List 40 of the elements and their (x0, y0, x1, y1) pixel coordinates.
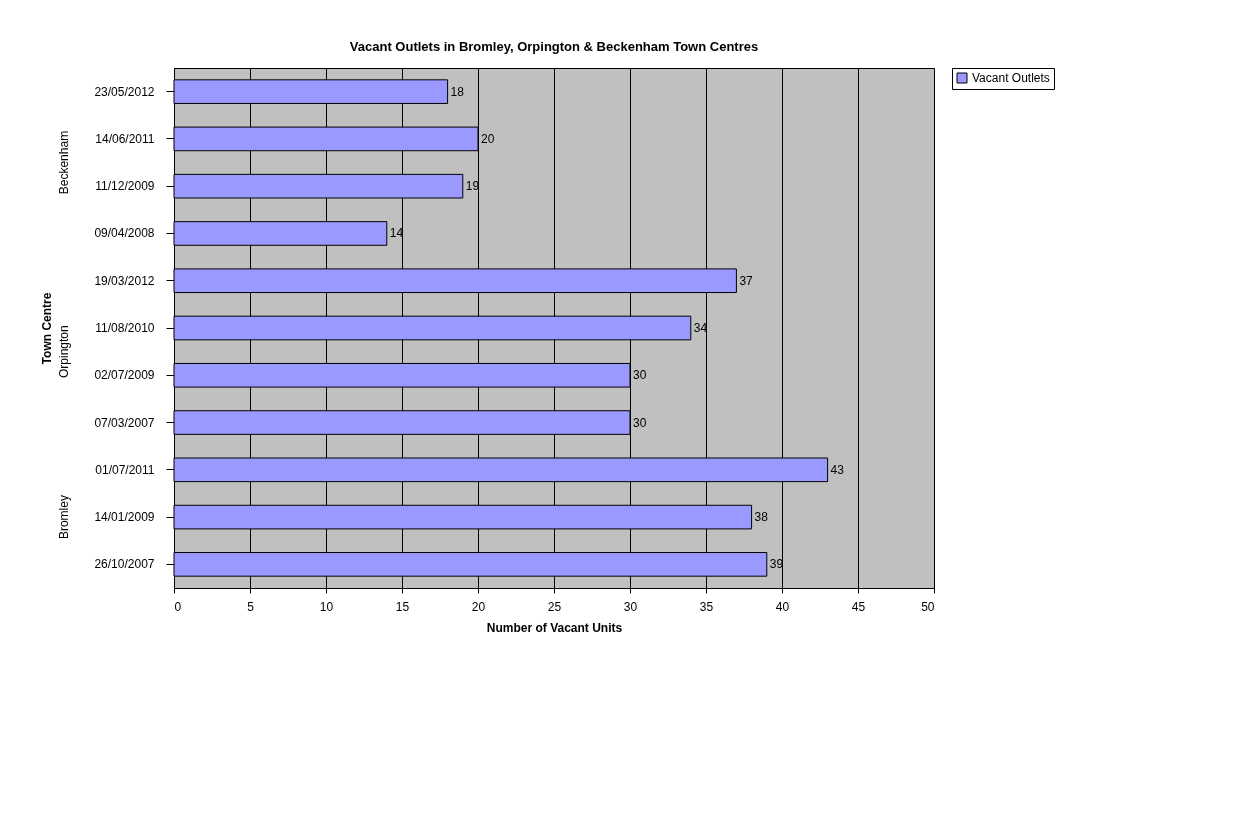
x-tick-label: 45 (851, 599, 866, 614)
x-tick-label: 20 (471, 599, 486, 614)
x-tick-label: 15 (395, 599, 410, 614)
data-label: 14 (389, 226, 404, 241)
y-tick-label: 02/07/2009 (94, 368, 155, 383)
chart-title: Vacant Outlets in Bromley, Orpington & Beckenham Town Centres (349, 38, 759, 54)
y-tick-label: 07/03/2007 (94, 415, 155, 430)
y-axis-title: Town Centre (40, 292, 55, 365)
y-tick-label: 11/08/2010 (95, 321, 155, 335)
x-tick-label: 50 (921, 599, 935, 614)
x-tick-label: 0 (174, 599, 182, 614)
x-axis-title: Number of Vacant Units (486, 620, 623, 635)
data-label: 19 (465, 179, 480, 194)
x-tick-label: 30 (623, 599, 638, 614)
data-label: 43 (830, 462, 845, 477)
data-label: 38 (754, 510, 769, 525)
y-tick-label: 19/03/2012 (94, 273, 155, 288)
y-tick-label: 14/06/2011 (95, 131, 155, 146)
data-label: 34 (693, 321, 708, 335)
data-label: 18 (450, 84, 465, 99)
y-tick-label: 11/12/2009 (95, 179, 155, 194)
y-tick-label: 26/10/2007 (94, 557, 155, 572)
data-label: 39 (769, 557, 784, 572)
data-label: 30 (633, 368, 647, 383)
data-label: 20 (481, 131, 495, 146)
y-tick-label: 09/04/2008 (94, 226, 155, 241)
legend-label: Vacant Outlets (972, 71, 1050, 85)
x-tick-label: 35 (699, 599, 714, 614)
text: Orpington (57, 325, 71, 378)
x-tick-label: 5 (247, 599, 255, 614)
text: Beckenham (57, 130, 71, 195)
data-label: 37 (739, 273, 754, 288)
text: Bromley (57, 495, 71, 540)
y-tick-label: 01/07/2011 (95, 462, 155, 477)
data-label: 30 (633, 415, 647, 430)
y-tick-label: 14/01/2009 (94, 510, 155, 525)
x-tick-label: 40 (775, 599, 790, 614)
x-tick-label: 25 (547, 599, 562, 614)
y-tick-label: 23/05/2012 (94, 84, 155, 99)
x-tick-label: 10 (319, 599, 334, 614)
